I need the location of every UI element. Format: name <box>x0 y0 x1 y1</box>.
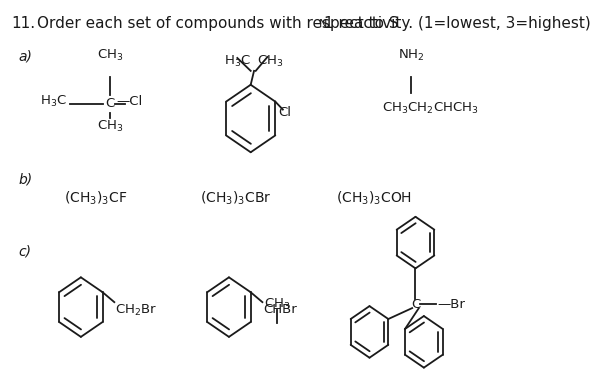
Text: —Cl: —Cl <box>116 95 142 108</box>
Text: H$_3$C: H$_3$C <box>224 54 251 69</box>
Text: Order each set of compounds with respect to S: Order each set of compounds with respect… <box>36 16 398 31</box>
Text: c): c) <box>18 245 31 258</box>
Text: N: N <box>319 19 327 29</box>
Text: CH$_3$: CH$_3$ <box>264 297 291 312</box>
Text: C: C <box>411 298 420 311</box>
Text: 1 reactivity. (1=lowest, 3=highest): 1 reactivity. (1=lowest, 3=highest) <box>324 16 591 31</box>
Text: CH$_2$Br: CH$_2$Br <box>115 303 158 318</box>
Text: CH$_3$: CH$_3$ <box>97 119 124 134</box>
Text: —Br: —Br <box>438 298 465 311</box>
Text: a): a) <box>18 49 32 63</box>
Text: CHBr: CHBr <box>263 303 297 316</box>
Text: CH$_3$CH$_2$CHCH$_3$: CH$_3$CH$_2$CHCH$_3$ <box>382 101 479 116</box>
Text: H$_3$C: H$_3$C <box>40 94 67 109</box>
Text: Cl: Cl <box>278 105 291 119</box>
Text: CH$_3$: CH$_3$ <box>97 48 124 63</box>
Text: NH$_2$: NH$_2$ <box>398 48 425 63</box>
Text: C: C <box>105 97 115 110</box>
Text: (CH$_3$)$_3$CBr: (CH$_3$)$_3$CBr <box>199 190 271 207</box>
Text: CH$_3$: CH$_3$ <box>258 54 284 69</box>
Text: 11.: 11. <box>12 16 36 31</box>
Text: (CH$_3$)$_3$CF: (CH$_3$)$_3$CF <box>64 190 127 207</box>
Text: b): b) <box>18 172 32 186</box>
Text: (CH$_3$)$_3$COH: (CH$_3$)$_3$COH <box>336 190 412 207</box>
